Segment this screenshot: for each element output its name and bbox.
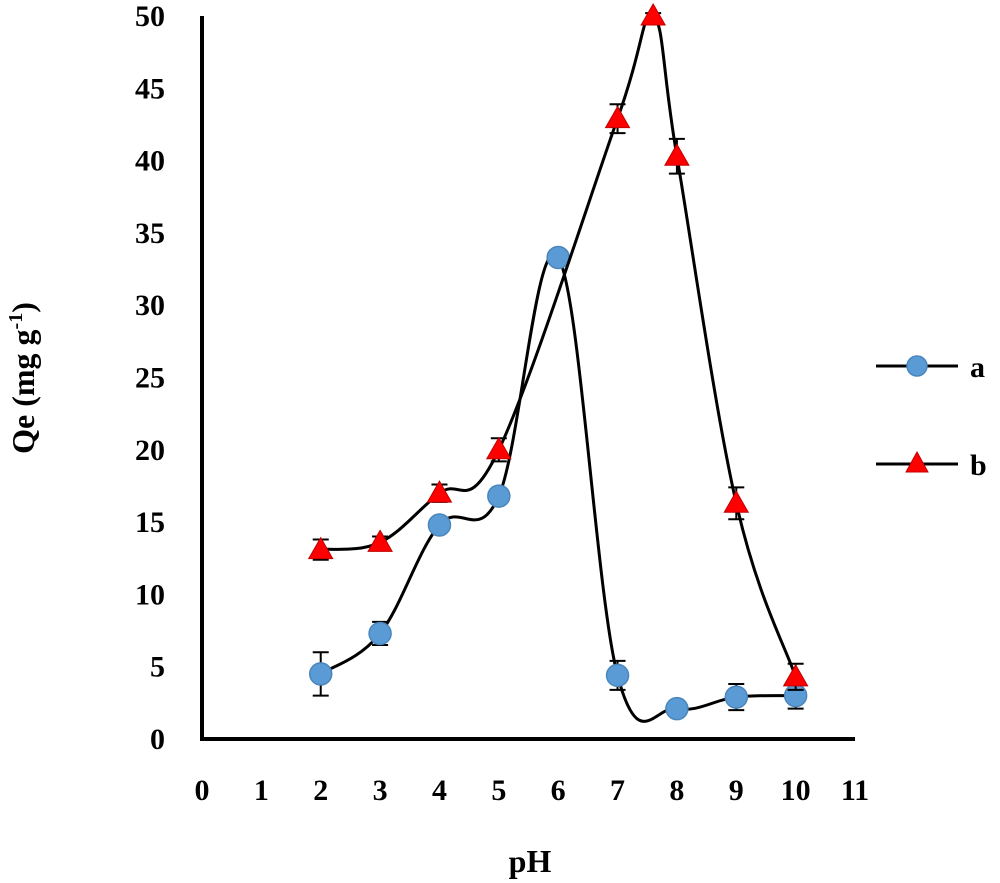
data-point-a-4 xyxy=(546,245,570,270)
y-axis-title-suffix: ) xyxy=(5,302,41,313)
legend-entry-a: a xyxy=(876,351,985,384)
y-tick-label-50: 50 xyxy=(135,0,165,33)
y-tick-label-25: 25 xyxy=(135,362,165,395)
data-point-b-7 xyxy=(723,490,750,513)
y-tick-label-10: 10 xyxy=(135,578,165,611)
y-axis-title-main: Qe (mg g xyxy=(5,329,41,453)
data-point-a-3 xyxy=(487,484,511,508)
y-tick-label-20: 20 xyxy=(135,434,165,467)
legend-marker-b xyxy=(905,450,929,473)
x-tick-label-10: 10 xyxy=(781,774,811,807)
series-a xyxy=(308,245,808,723)
data-point-a-5 xyxy=(605,663,630,688)
x-axis-title: pH xyxy=(509,843,552,879)
legend: a b xyxy=(876,351,987,482)
x-tick-label-0: 0 xyxy=(195,774,210,807)
y-tick-label-15: 15 xyxy=(135,506,165,539)
data-point-a-1 xyxy=(368,621,392,646)
y-tick-label-35: 35 xyxy=(135,217,165,250)
data-point-b-3 xyxy=(485,436,512,460)
series-b xyxy=(307,2,809,691)
y-tick-labels: 0 5 10 15 20 25 30 35 40 45 50 xyxy=(135,0,165,756)
data-point-a-0 xyxy=(308,662,333,686)
x-tick-label-11: 11 xyxy=(841,774,869,807)
x-tick-label-2: 2 xyxy=(313,774,328,807)
x-tick-labels: 0 1 2 3 4 5 6 7 8 9 10 11 xyxy=(195,774,870,807)
y-tick-label-30: 30 xyxy=(135,289,165,322)
x-tick-label-6: 6 xyxy=(551,774,566,807)
data-point-b-1 xyxy=(367,529,393,552)
x-tick-label-8: 8 xyxy=(669,774,684,807)
x-tick-label-9: 9 xyxy=(729,774,744,807)
legend-entry-b: b xyxy=(876,449,987,482)
y-tick-label-0: 0 xyxy=(150,723,165,756)
axes xyxy=(200,16,855,741)
x-tick-label-5: 5 xyxy=(491,774,506,807)
y-tick-label-45: 45 xyxy=(135,72,165,105)
data-point-b-8 xyxy=(782,663,809,687)
data-point-b-2 xyxy=(426,480,453,503)
y-tick-label-40: 40 xyxy=(135,145,165,178)
y-tick-label-5: 5 xyxy=(150,651,165,684)
x-tick-label-3: 3 xyxy=(373,774,388,807)
data-point-b-0 xyxy=(307,536,334,560)
y-axis-title: Qe (mg g-1) xyxy=(5,302,41,454)
series-line-a xyxy=(319,252,796,723)
legend-label-a: a xyxy=(970,351,985,384)
legend-marker-a xyxy=(906,355,928,377)
x-tick-label-4: 4 xyxy=(432,774,447,807)
series-line-b xyxy=(320,13,798,678)
series-layer xyxy=(307,2,809,723)
data-point-b-6 xyxy=(664,143,690,166)
data-point-b-5 xyxy=(640,2,667,26)
data-point-a-2 xyxy=(427,513,452,537)
y-axis-title-superscript: -1 xyxy=(5,313,27,330)
data-point-a-6 xyxy=(665,696,689,721)
x-tick-label-7: 7 xyxy=(610,774,625,807)
x-tick-label-1: 1 xyxy=(254,774,269,807)
legend-label-b: b xyxy=(970,449,987,482)
data-point-a-7 xyxy=(724,685,749,709)
data-point-b-4 xyxy=(604,105,631,129)
